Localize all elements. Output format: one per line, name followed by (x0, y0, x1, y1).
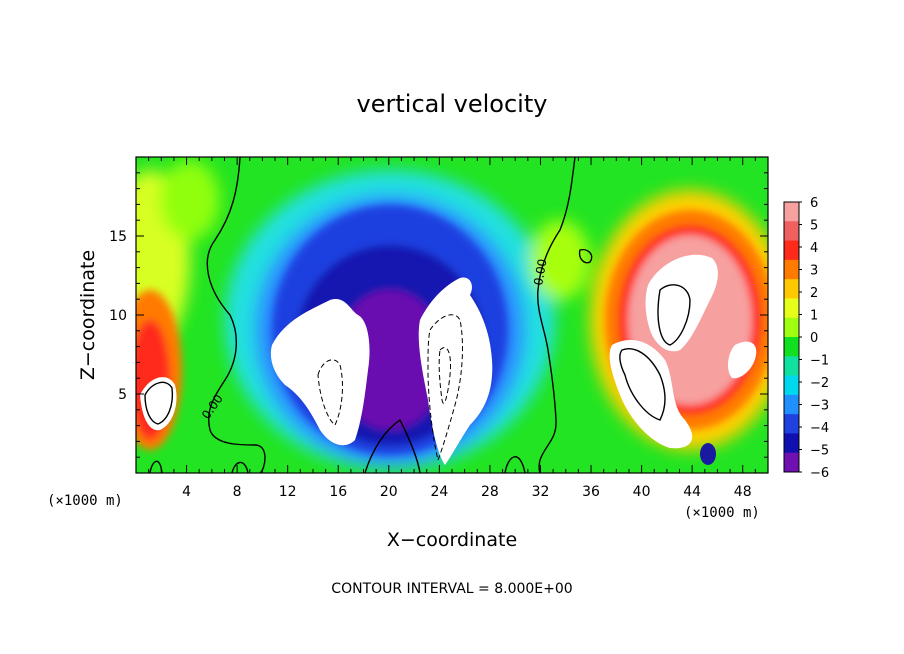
zero-contour-small-loop (578, 248, 593, 264)
colorbar-swatch (784, 298, 799, 319)
negative-contour-right-inner (438, 347, 451, 404)
saturated-right-upper (645, 254, 718, 352)
colorbar-swatch (784, 317, 799, 338)
colorbar-swatch (784, 433, 799, 454)
colorbar-swatch (784, 452, 799, 473)
colorbar-swatch (784, 202, 799, 222)
colorbar-tick-label: −3 (810, 399, 829, 414)
negative-contour-left (317, 359, 343, 426)
x-tick-label: 12 (279, 484, 297, 500)
x-tick-label: 16 (329, 484, 347, 500)
saturated-center-right (418, 277, 493, 465)
zero-contour-left (206, 157, 266, 473)
x-tick-label: 48 (734, 484, 752, 500)
x-axis-label: X−coordinate (387, 529, 517, 551)
colorbar-tick-label: 6 (810, 196, 818, 211)
y-axis: 5 10 15 (109, 172, 768, 458)
zero-contour-bottom-mid (231, 461, 249, 473)
colorbar-tick-label: 2 (810, 286, 818, 301)
chart-title: vertical velocity (357, 90, 548, 118)
x-tick-label: 20 (380, 484, 398, 500)
x-axis-unit-right: (×1000 m) (684, 505, 760, 521)
y-tick-label: 15 (109, 229, 127, 245)
colorbar-swatch (784, 259, 799, 280)
colorbar-tick-label: 4 (810, 241, 818, 256)
plot-area: 0.00 0.00 (136, 157, 768, 473)
colorbar-swatch (784, 394, 799, 415)
y-tick-label: 10 (109, 308, 127, 324)
colorbar-tick-label: 3 (810, 264, 818, 279)
x-axis: 4 8 12 16 20 24 28 32 36 40 44 48 (148, 157, 756, 500)
x-tick-label: 32 (532, 484, 550, 500)
colorbar-swatch (784, 279, 799, 299)
colorbar: 6 5 4 3 2 1 0 −1 −2 −3 −4 −5 −6 (783, 196, 829, 481)
contour-label-right: 0.00 (531, 258, 549, 287)
colorbar-swatch (784, 414, 799, 434)
saturated-right-lower (609, 340, 693, 449)
x-tick-label: 24 (430, 484, 448, 500)
x-tick-label: 40 (633, 484, 651, 500)
x-tick-label: 8 (233, 484, 242, 500)
colorbar-tick-label: −4 (810, 421, 829, 436)
x-tick-label: 4 (182, 484, 191, 500)
x-tick-label: 28 (481, 484, 499, 500)
x-tick-label: 44 (683, 484, 701, 500)
saturated-right-small (728, 341, 757, 379)
negative-contours (317, 314, 463, 462)
zero-contour-bottom-right (504, 456, 526, 473)
colorbar-tick-label: −2 (810, 376, 829, 391)
x-axis-unit-left: (×1000 m) (47, 493, 123, 509)
weak-updraft-left-upper (160, 160, 220, 240)
colorbar-tick-label: 1 (810, 309, 818, 324)
weak-updraft-mid (530, 220, 590, 300)
high-contour-right-upper (657, 284, 691, 346)
high-contour-right-lower (619, 348, 666, 421)
zero-contour-right (537, 157, 576, 473)
contour-interval-note: CONTOUR INTERVAL = 8.000E+00 (331, 581, 572, 597)
colorbar-tick-label: 5 (810, 219, 818, 234)
colorbar-tick-label: −6 (810, 466, 829, 481)
strong-downdraft-spot (700, 443, 716, 465)
colorbar-swatch (784, 240, 799, 261)
zero-contour-bottom-center (364, 418, 421, 473)
colorbar-swatch (784, 337, 799, 357)
contour-lines (144, 157, 691, 473)
y-axis-label: Z−coordinate (77, 250, 99, 380)
colorbar-swatch (784, 356, 799, 377)
colorbar-swatch (784, 375, 799, 396)
colorbar-tick-label: 0 (810, 331, 818, 346)
colorbar-tick-label: −1 (810, 354, 829, 369)
y-tick-label: 5 (118, 387, 127, 403)
x-tick-label: 36 (582, 484, 600, 500)
saturated-center-left (270, 298, 370, 446)
high-contour-left (144, 381, 174, 425)
colorbar-swatch (784, 221, 799, 242)
colorbar-tick-label: −5 (810, 444, 829, 459)
saturated-regions (140, 254, 757, 465)
